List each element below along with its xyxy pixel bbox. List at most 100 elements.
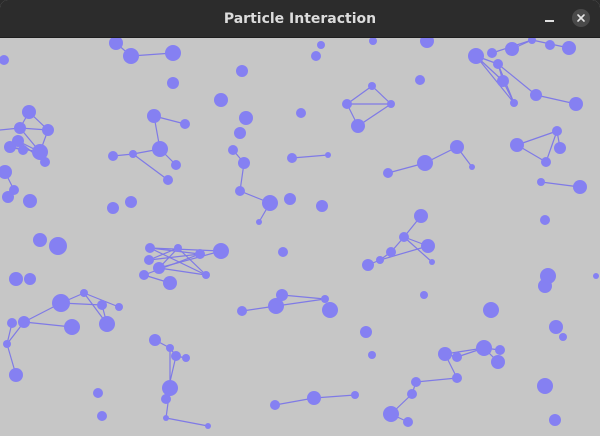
particle-6 <box>317 41 325 49</box>
particle-75 <box>376 256 384 264</box>
particle-86 <box>144 255 154 265</box>
particle-93 <box>538 279 552 293</box>
particle-50 <box>18 145 28 155</box>
particle-21 <box>552 126 562 136</box>
particle-123 <box>495 345 505 355</box>
particle-26 <box>573 180 587 194</box>
particle-79 <box>49 237 67 255</box>
particle-5 <box>236 65 248 77</box>
particle-24 <box>510 138 524 152</box>
particle-63 <box>262 195 278 211</box>
particle-98 <box>97 300 107 310</box>
particle-108 <box>276 289 288 301</box>
particle-83 <box>195 249 205 259</box>
particle-131 <box>97 411 107 421</box>
particle-130 <box>93 388 103 398</box>
particle-140 <box>549 414 561 426</box>
link-53 <box>379 245 429 261</box>
particle-65 <box>316 200 328 212</box>
particle-84 <box>174 244 182 252</box>
particle-110 <box>322 302 338 318</box>
particle-30 <box>387 100 395 108</box>
particle-104 <box>3 340 11 348</box>
particle-19 <box>530 89 542 101</box>
particle-103 <box>7 318 17 328</box>
particle-58 <box>325 152 331 158</box>
particle-95 <box>420 291 428 299</box>
particle-102 <box>18 316 30 328</box>
particle-94 <box>593 273 599 279</box>
particle-89 <box>163 276 177 290</box>
particle-25 <box>537 178 545 186</box>
particle-105 <box>9 368 23 382</box>
particle-71 <box>414 209 428 223</box>
link-78 <box>281 294 326 300</box>
minimize-icon <box>544 20 554 22</box>
particle-13 <box>528 38 536 44</box>
particle-121 <box>452 352 462 362</box>
particle-links <box>0 39 581 427</box>
particle-129 <box>161 394 171 404</box>
link-57 <box>148 253 201 261</box>
particle-49 <box>4 141 16 153</box>
particle-96 <box>80 289 88 297</box>
particle-139 <box>537 378 553 394</box>
particle-8 <box>369 38 377 45</box>
link-18 <box>346 85 373 105</box>
particle-97 <box>52 294 70 312</box>
particle-138 <box>403 417 413 427</box>
title-bar[interactable]: Particle Interaction <box>0 0 600 38</box>
link-75 <box>23 321 73 328</box>
particle-40 <box>108 151 118 161</box>
particle-76 <box>429 259 435 265</box>
particle-124 <box>491 355 505 369</box>
link-32 <box>132 153 169 181</box>
link-65 <box>158 267 207 276</box>
particle-61 <box>450 140 464 154</box>
particle-29 <box>342 99 352 109</box>
particle-14 <box>545 40 555 50</box>
particle-4 <box>0 55 9 65</box>
link-19 <box>371 85 392 105</box>
close-button[interactable] <box>572 9 590 27</box>
link-4 <box>475 55 515 104</box>
particle-simulation[interactable] <box>0 38 600 436</box>
particle-100 <box>64 319 80 335</box>
particle-125 <box>452 373 462 383</box>
close-icon <box>577 14 585 22</box>
link-64 <box>148 247 179 261</box>
particle-47 <box>14 122 26 134</box>
particle-41 <box>129 150 137 158</box>
particle-80 <box>9 272 23 286</box>
particle-44 <box>163 175 173 185</box>
particle-99 <box>115 303 123 311</box>
particle-12 <box>505 42 519 56</box>
link-13 <box>545 130 558 163</box>
particle-70 <box>540 215 550 225</box>
particle-18 <box>510 99 518 107</box>
particle-87 <box>153 262 165 274</box>
particle-106 <box>237 306 247 316</box>
particle-39 <box>180 119 190 129</box>
particle-120 <box>438 347 452 361</box>
minimize-button[interactable] <box>540 9 558 27</box>
particle-67 <box>256 219 262 225</box>
link-92 <box>415 377 458 383</box>
particle-127 <box>407 389 417 399</box>
particle-122 <box>476 340 492 356</box>
link-77 <box>275 298 326 307</box>
link-44 <box>291 154 329 159</box>
particle-canvas[interactable] <box>0 38 600 436</box>
link-55 <box>149 247 222 252</box>
particle-62 <box>469 164 475 170</box>
link-5 <box>497 63 537 96</box>
particle-113 <box>559 333 567 341</box>
particle-73 <box>421 239 435 253</box>
particle-57 <box>287 153 297 163</box>
particle-7 <box>311 51 321 61</box>
particle-17 <box>493 59 503 69</box>
particle-60 <box>417 155 433 171</box>
particle-116 <box>149 334 161 346</box>
particle-72 <box>399 232 409 242</box>
particle-38 <box>147 109 161 123</box>
